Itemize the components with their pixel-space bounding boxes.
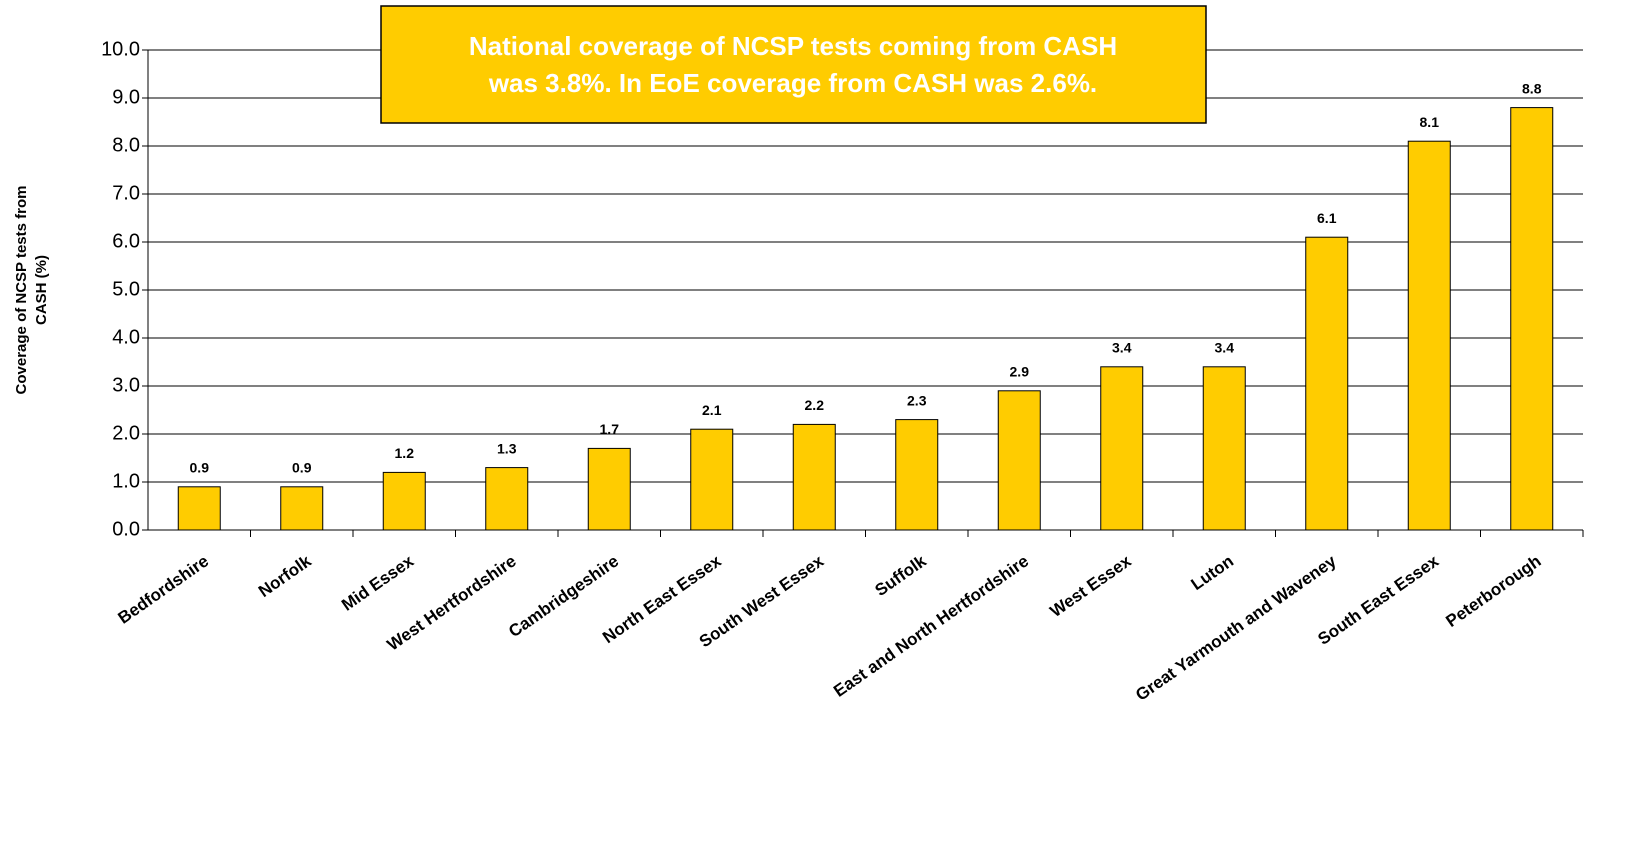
y-tick-label: 5.0: [112, 278, 140, 300]
y-tick-label: 10.0: [101, 38, 140, 60]
y-axis-label: CASH (%): [33, 255, 50, 325]
annotation-box: [380, 5, 1207, 124]
x-tick-label: Mid Essex: [338, 551, 417, 615]
y-tick-label: 6.0: [112, 230, 140, 252]
y-tick-label: 1.0: [112, 470, 140, 492]
value-label: 1.3: [497, 440, 517, 456]
x-tick-label: East and North Hertfordshire: [830, 551, 1032, 700]
bar: [895, 419, 939, 531]
value-label: 1.2: [395, 445, 415, 461]
y-tick-label: 9.0: [112, 86, 140, 108]
bar: [587, 447, 631, 531]
bar: [1202, 366, 1246, 531]
x-tick-label: Great Yarmouth and Waveney: [1132, 551, 1340, 705]
x-tick-label: Luton: [1188, 551, 1238, 594]
value-label: 2.9: [1010, 364, 1030, 380]
value-label: 8.8: [1522, 80, 1542, 96]
y-tick-label: 3.0: [112, 374, 140, 396]
value-label: 0.9: [190, 460, 210, 476]
value-label: 0.9: [292, 460, 312, 476]
value-label: 2.3: [907, 392, 927, 408]
y-tick-label: 0.0: [112, 518, 140, 540]
bar: [485, 467, 529, 531]
x-tick-label: West Essex: [1047, 551, 1135, 621]
value-label: 6.1: [1317, 210, 1337, 226]
bar: [280, 486, 324, 531]
value-label: 2.2: [805, 397, 825, 413]
x-tick-label: Peterborough: [1442, 551, 1544, 630]
y-tick-label: 7.0: [112, 182, 140, 204]
x-tick-label: Norfolk: [255, 551, 315, 601]
bar: [997, 390, 1041, 531]
annotation-text: National coverage of NCSP tests coming f…: [469, 31, 1117, 61]
y-tick-label: 4.0: [112, 326, 140, 348]
bar: [690, 428, 734, 531]
value-label: 3.4: [1112, 340, 1132, 356]
bar: [1510, 107, 1554, 531]
value-label: 8.1: [1420, 114, 1440, 130]
bar: [1407, 140, 1451, 531]
value-label: 3.4: [1215, 340, 1235, 356]
y-axis-label: Coverage of NCSP tests from: [13, 186, 30, 395]
value-label: 1.7: [600, 421, 620, 437]
bar: [382, 471, 426, 531]
bar: [1100, 366, 1144, 531]
x-tick-label: Suffolk: [872, 551, 931, 600]
x-tick-label: Bedfordshire: [115, 551, 213, 627]
y-tick-label: 8.0: [112, 134, 140, 156]
bar: [177, 486, 221, 531]
annotation-text: was 3.8%. In EoE coverage from CASH was …: [488, 68, 1097, 98]
bar: [792, 423, 836, 531]
value-label: 2.1: [702, 402, 722, 418]
bar: [1305, 236, 1349, 531]
y-tick-label: 2.0: [112, 422, 140, 444]
